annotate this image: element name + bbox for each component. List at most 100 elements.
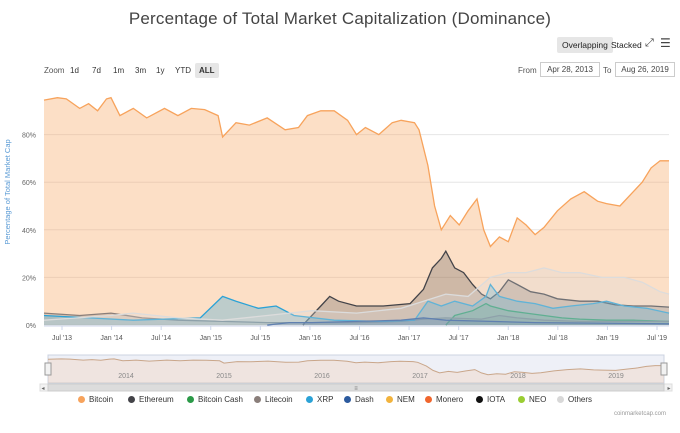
navigator-right-handle[interactable] — [660, 362, 668, 376]
legend-item-bitcoin-cash[interactable]: Bitcoin Cash — [187, 395, 243, 404]
legend-swatch — [425, 396, 432, 403]
legend-item-iota[interactable]: IOTA — [476, 395, 505, 404]
legend-label: Litecoin — [265, 395, 293, 404]
navigator-series — [47, 358, 664, 376]
zoom-ytd-button[interactable]: YTD — [175, 66, 191, 75]
navigator-left-handle[interactable] — [44, 362, 52, 376]
zoom-all-button[interactable]: ALL — [195, 63, 219, 78]
legend-label: NEO — [529, 395, 547, 404]
gridlines — [44, 134, 669, 326]
overlapping-button[interactable]: Overlapping — [557, 37, 613, 53]
x-tick-label: Jan '15 — [200, 335, 222, 342]
to-date-input[interactable]: Aug 26, 2019 — [615, 62, 675, 77]
stacked-button[interactable]: Stacked — [611, 40, 642, 50]
x-tick-label: Jul '18 — [548, 335, 568, 342]
x-tick-label: Jul '14 — [151, 335, 171, 342]
bitcoin-cash-line — [445, 302, 670, 326]
navigator-year-label: 2018 — [510, 373, 526, 380]
legend-item-nem[interactable]: NEM — [386, 395, 415, 404]
x-tick-label: Jan '18 — [497, 335, 519, 342]
scroll-right-arrow-icon: ▸ — [667, 386, 670, 392]
x-tick-label: Jan '16 — [299, 335, 321, 342]
to-label: To — [603, 66, 612, 75]
x-tick-label: Jul '16 — [349, 335, 369, 342]
navigator-year-label: 2015 — [216, 373, 232, 380]
bitcoin-area — [44, 97, 669, 325]
dash-line — [267, 317, 670, 326]
legend-label: Ethereum — [139, 395, 174, 404]
bitcoin-line — [43, 96, 669, 248]
ethereum-area — [302, 251, 669, 325]
navigator: 2014 2015 2016 2017 2018 2019 ◂ ▸ ≡ — [39, 354, 673, 392]
zoom-1d-button[interactable]: 1d — [70, 66, 79, 75]
zoom-1m-button[interactable]: 1m — [113, 66, 125, 75]
menu-icon[interactable]: ☰ — [660, 36, 671, 50]
navigator-mask — [47, 354, 665, 384]
chart-title: Percentage of Total Market Capitalizatio… — [128, 9, 552, 28]
x-tick-label: Jul '17 — [449, 335, 469, 342]
legend-swatch — [306, 396, 313, 403]
series-areas — [43, 96, 670, 326]
zoom-7d-button[interactable]: 7d — [92, 66, 101, 75]
legend-label: Bitcoin — [89, 395, 114, 404]
legend: Bitcoin Ethereum Bitcoin Cash Litecoin XRP Da… — [0, 395, 680, 409]
from-label: From — [518, 66, 537, 75]
zoom-3m-button[interactable]: 3m — [135, 66, 147, 75]
legend-item-neo[interactable]: NEO — [518, 395, 546, 404]
navigator-year-label: 2017 — [412, 373, 428, 380]
x-axis: Jul '13 Jan '14 Jul '14 Jan '15 Jul '15 Jan '… — [44, 325, 669, 342]
zoom-1y-button[interactable]: 1y — [156, 66, 165, 75]
y-axis: 0% 20% 40% 60% 80% — [22, 133, 36, 330]
legend-item-dash[interactable]: Dash — [344, 395, 374, 404]
legend-item-bitcoin[interactable]: Bitcoin — [78, 395, 113, 404]
legend-swatch — [476, 396, 483, 403]
legend-item-litecoin[interactable]: Litecoin — [254, 395, 293, 404]
legend-label: Monero — [436, 395, 464, 404]
legend-swatch — [518, 396, 525, 403]
legend-swatch — [78, 396, 85, 403]
navigator-year-label: 2014 — [118, 373, 134, 380]
legend-item-others[interactable]: Others — [557, 395, 592, 404]
x-tick-label: Jul '13 — [52, 335, 72, 342]
navigator-area — [48, 358, 664, 383]
x-tick-label: Jan '14 — [100, 335, 122, 342]
legend-label: IOTA — [487, 395, 506, 404]
legend-swatch — [254, 396, 261, 403]
x-tick-label: Jul '15 — [250, 335, 270, 342]
zoom-label: Zoom — [44, 66, 65, 75]
y-tick-label: 60% — [22, 180, 36, 187]
x-tick-label: Jan '17 — [398, 335, 420, 342]
legend-item-ethereum[interactable]: Ethereum — [128, 395, 174, 404]
scrollbar-grip-icon: ≡ — [354, 386, 358, 392]
from-date-input[interactable]: Apr 28, 2013 — [540, 62, 600, 77]
others-line — [43, 267, 670, 321]
x-tick-label: Jan '19 — [596, 335, 618, 342]
legend-item-xrp[interactable]: XRP — [306, 395, 333, 404]
y-tick-label: 20% — [22, 275, 36, 282]
navigator-year-label: 2016 — [314, 373, 330, 380]
x-tick-label: Jul '19 — [647, 335, 667, 342]
legend-label: Bitcoin Cash — [198, 395, 243, 404]
y-tick-label: 0% — [26, 323, 36, 330]
legend-item-monero[interactable]: Monero — [425, 395, 463, 404]
y-tick-label: 40% — [22, 228, 36, 235]
others-area — [44, 267, 669, 325]
legend-label: Dash — [355, 395, 374, 404]
legend-label: Others — [568, 395, 593, 404]
xrp-area — [44, 284, 669, 325]
navigator-year-label: 2019 — [608, 373, 624, 380]
y-tick-label: 80% — [22, 133, 36, 140]
credit-label: coinmarketcap.com — [613, 411, 666, 417]
legend-label: NEM — [397, 395, 415, 404]
legend-swatch — [386, 396, 393, 403]
legend-swatch — [344, 396, 351, 403]
scroll-left-arrow-icon: ◂ — [41, 386, 44, 392]
y-axis-title: Percentage of Total Market Cap — [3, 139, 12, 244]
legend-swatch — [557, 396, 564, 403]
litecoin-line — [43, 312, 669, 324]
xrp-line — [43, 283, 670, 323]
scrollbar-thumb[interactable] — [47, 383, 665, 392]
legend-swatch — [128, 396, 135, 403]
fullscreen-icon[interactable]: ⤢ — [645, 37, 654, 49]
